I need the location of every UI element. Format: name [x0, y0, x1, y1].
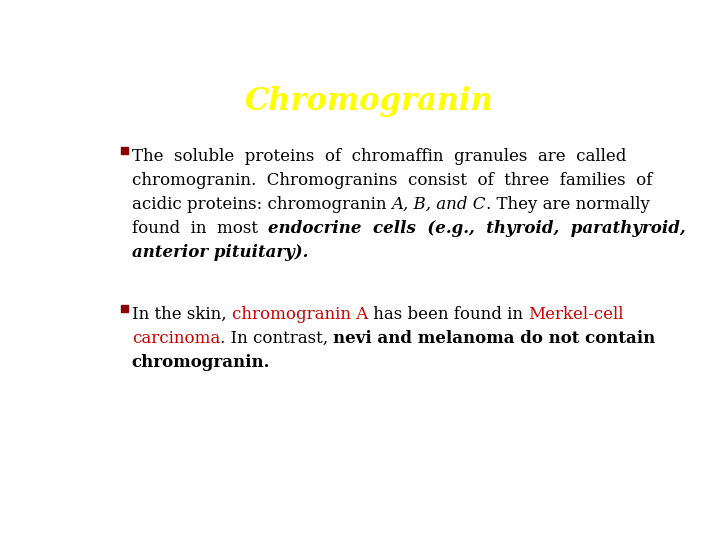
Text: . In contrast,: . In contrast, [220, 330, 333, 347]
Text: . They are normally: . They are normally [486, 196, 650, 213]
FancyBboxPatch shape [121, 147, 127, 154]
Text: The  soluble  proteins  of  chromaffin  granules  are  called: The soluble proteins of chromaffin granu… [132, 148, 626, 165]
Text: endocrine  cells  (e.g.,  thyroid,  parathyroid,: endocrine cells (e.g., thyroid, parathyr… [269, 220, 686, 237]
Text: In the skin,: In the skin, [132, 306, 232, 323]
Text: has been found in: has been found in [368, 306, 528, 323]
Text: found  in  most: found in most [132, 220, 269, 237]
Text: chromogranin.: chromogranin. [132, 354, 270, 371]
FancyBboxPatch shape [121, 306, 127, 312]
Text: Merkel-cell: Merkel-cell [528, 306, 624, 323]
Text: A, B, and C: A, B, and C [392, 196, 486, 213]
Text: Chromogranin: Chromogranin [245, 85, 493, 117]
Text: carcinoma: carcinoma [132, 330, 220, 347]
Text: chromogranin A: chromogranin A [232, 306, 368, 323]
Text: acidic proteins: chromogranin: acidic proteins: chromogranin [132, 196, 392, 213]
Text: nevi and melanoma do not contain: nevi and melanoma do not contain [333, 330, 656, 347]
Text: chromogranin.  Chromogranins  consist  of  three  families  of: chromogranin. Chromogranins consist of t… [132, 172, 652, 189]
Text: anterior pituitary).: anterior pituitary). [132, 245, 308, 261]
